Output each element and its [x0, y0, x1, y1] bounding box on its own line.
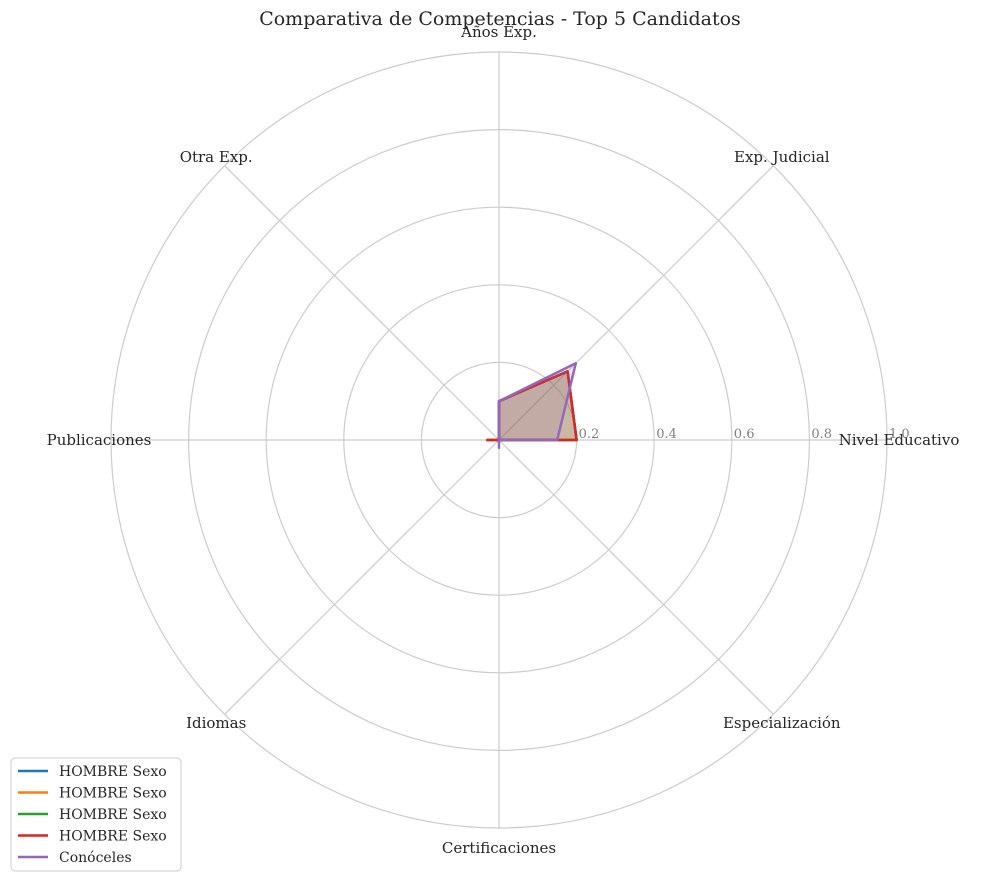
legend: HOMBRE Sexo HOMBRE Sexo HOMBRE Sexo HOMBRE …	[10, 757, 182, 872]
r-tick-label-5: 1.0	[889, 427, 910, 442]
legend-label-1: HOMBRE Sexo	[59, 764, 167, 780]
axis-label-8: Especialización	[723, 714, 841, 732]
legend-label-4: HOMBRE Sexo	[59, 829, 167, 845]
legend-label-3: HOMBRE Sexo	[59, 807, 167, 823]
axis-label-5: Publicaciones	[47, 431, 152, 449]
legend-box	[10, 757, 182, 872]
axis-label-3: Años Exp.	[460, 23, 537, 41]
axis-label-6: Idiomas	[186, 714, 246, 732]
r-tick-label-3: 0.6	[734, 427, 755, 442]
radar-labels: Nivel Educativo Exp. Judicial Años Exp. Otr…	[47, 23, 960, 857]
grid-spoke-6	[224, 439, 500, 715]
axis-label-4: Otra Exp.	[180, 148, 253, 166]
grid-spoke-4	[224, 165, 500, 441]
r-tick-label-1: 0.2	[579, 427, 600, 442]
grid-spoke-2	[498, 165, 774, 441]
series-5-area	[497, 361, 578, 450]
chart-title: Comparativa de Competencias - Top 5 Cand…	[259, 8, 741, 30]
r-tick-label-4: 0.8	[811, 427, 832, 442]
radar-grid	[110, 51, 888, 829]
axis-label-2: Exp. Judicial	[734, 148, 830, 166]
r-tick-label-2: 0.4	[656, 427, 677, 442]
legend-label-2: HOMBRE Sexo	[59, 786, 167, 802]
radar-series	[486, 361, 578, 450]
grid-spoke-8	[498, 439, 774, 715]
legend-label-5: Conóceles	[59, 850, 132, 866]
axis-label-1: Nivel Educativo	[839, 431, 960, 449]
axis-label-7: Certificaciones	[442, 839, 556, 857]
